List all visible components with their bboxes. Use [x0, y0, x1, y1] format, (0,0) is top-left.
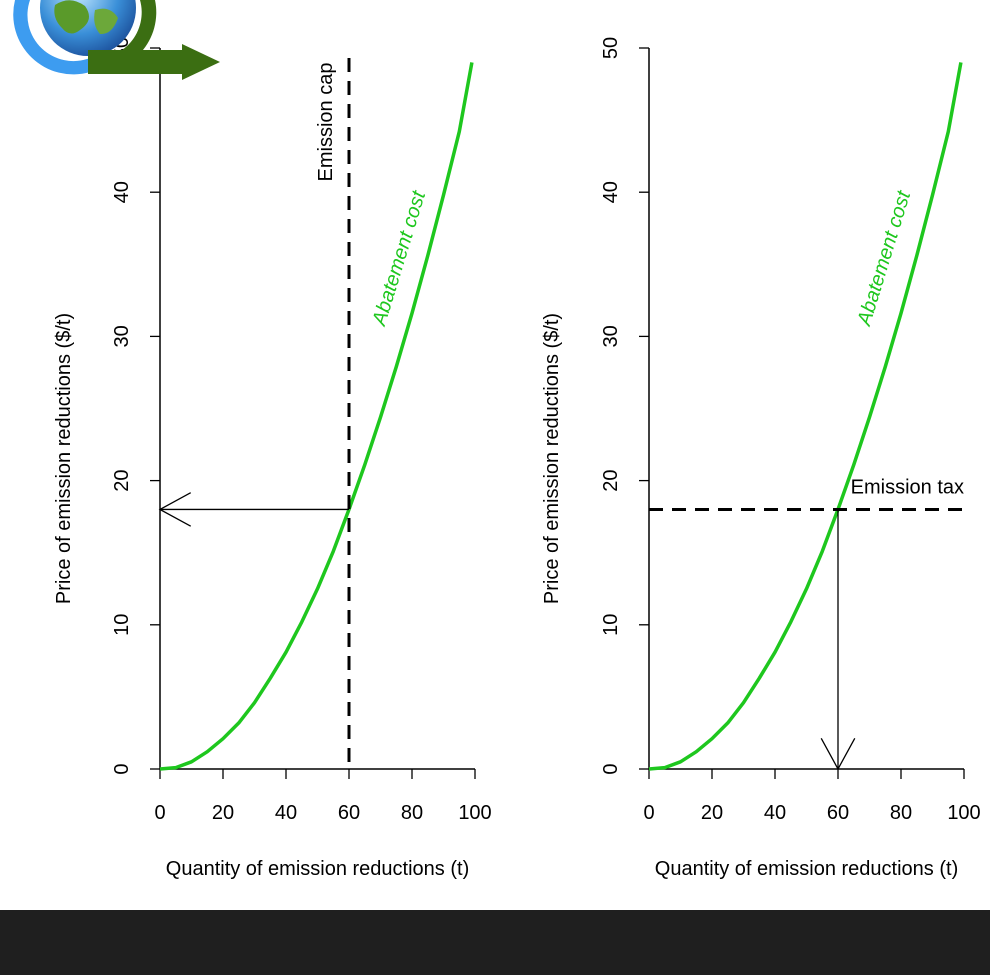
emission-cap-label: Emission cap: [315, 63, 337, 182]
x-tick-label: 100: [458, 802, 491, 824]
y-tick-label: 40: [600, 181, 622, 203]
y-tick-label: 30: [600, 325, 622, 347]
x-tick-label: 100: [947, 802, 980, 824]
abatement-cost-label: Abatement cost: [853, 187, 915, 329]
y-axis-label: Price of emission reductions ($/t): [541, 313, 563, 604]
y-tick-label: 50: [600, 37, 622, 59]
x-tick-label: 60: [338, 802, 360, 824]
globe-arrow-logo-icon: [13, 0, 220, 80]
arrow-head: [158, 492, 192, 527]
x-axis-label: Quantity of emission reductions (t): [166, 858, 469, 880]
arrow-head: [820, 737, 856, 771]
x-tick-label: 40: [764, 802, 786, 824]
y-tick-label: 10: [600, 614, 622, 636]
y-tick-label: 0: [111, 763, 133, 774]
x-tick-label: 20: [701, 802, 723, 824]
x-axis-label: Quantity of emission reductions (t): [655, 858, 958, 880]
chart-panel-2: 0 20 40 60 80 100 0 10 20 30 40 50 Quantity of emiss…: [541, 37, 981, 880]
x-tick-label: 20: [212, 802, 234, 824]
emission-tax-label: Emission tax: [851, 476, 964, 498]
y-tick-label: 40: [111, 181, 133, 203]
x-tick-label: 80: [890, 802, 912, 824]
x-tick-label: 80: [401, 802, 423, 824]
abatement-cost-label: Abatement cost: [368, 187, 430, 329]
y-tick-label: 20: [111, 469, 133, 491]
y-axis-label: Price of emission reductions ($/t): [53, 313, 75, 604]
x-tick-label: 0: [643, 802, 654, 824]
abatement-cost-line: [648, 62, 963, 771]
y-tick-label: 20: [600, 469, 622, 491]
x-tick-label: 60: [827, 802, 849, 824]
footer-bar: [0, 910, 990, 975]
abatement-cost-line: [159, 62, 474, 771]
x-tick-label: 40: [275, 802, 297, 824]
y-tick-label: 10: [111, 614, 133, 636]
y-tick-label: 0: [600, 763, 622, 774]
y-tick-label: 30: [111, 325, 133, 347]
x-tick-label: 0: [154, 802, 165, 824]
